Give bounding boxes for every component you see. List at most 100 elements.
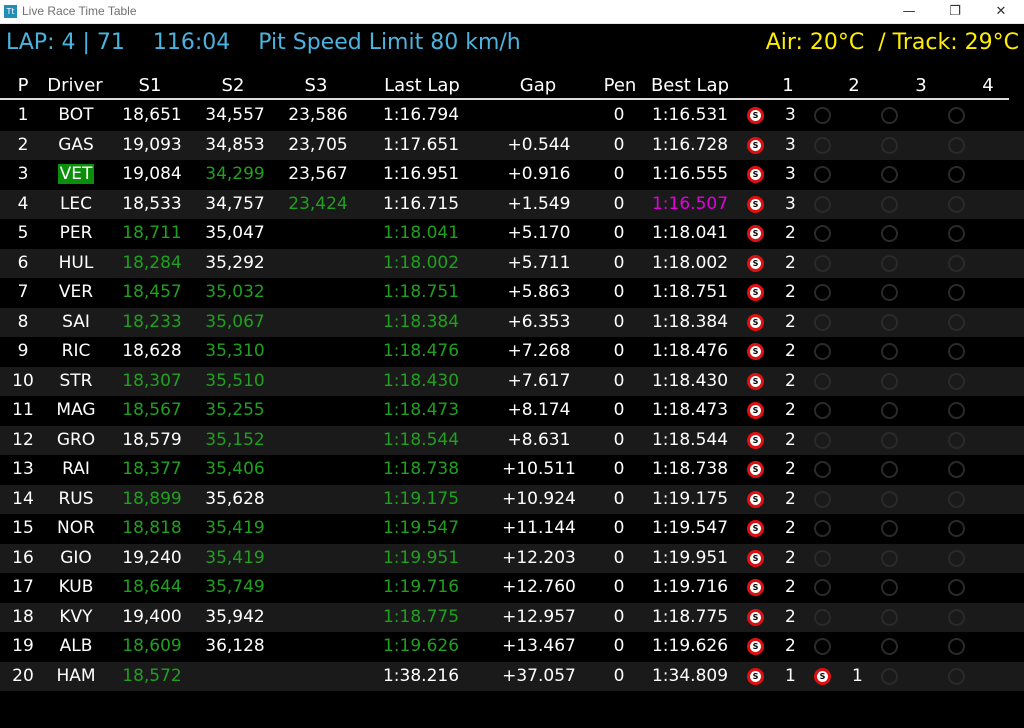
table-row[interactable]: 4 LEC 18,533 34,757 23,424 1:16.715 +1.549 0 1:1… bbox=[0, 189, 1024, 219]
table-row[interactable]: 17 KUB 18,644 35,749 1:19.716 +12.760 0 1:19.71… bbox=[0, 573, 1024, 603]
table-row[interactable]: 3 VET 19,084 34,299 23,567 1:16.951 +0.916 0 1:1… bbox=[0, 160, 1024, 190]
sector2-cell: 34,557 bbox=[205, 105, 265, 125]
sector2-cell: 35,628 bbox=[205, 488, 265, 509]
table-row[interactable]: 8 SAI 18,233 35,067 1:18.384 +6.353 0 1:18.384 2 bbox=[0, 307, 1024, 337]
driver-cell: RIC bbox=[61, 341, 91, 361]
sector2-cell: 35,406 bbox=[205, 459, 265, 479]
sector2-cell: 34,853 bbox=[205, 134, 265, 155]
sector1-cell: 18,818 bbox=[122, 518, 182, 538]
minimize-button[interactable]: — bbox=[902, 4, 916, 19]
soft-tyre-icon bbox=[747, 254, 764, 272]
gap-cell: +10.924 bbox=[502, 488, 576, 509]
table-row[interactable]: 12 GRO 18,579 35,152 1:18.544 +8.631 0 1:18.544… bbox=[0, 425, 1024, 456]
soft-tyre-icon bbox=[747, 667, 764, 685]
empty-stint-icon bbox=[881, 431, 898, 449]
penalty-cell: 0 bbox=[613, 488, 625, 509]
col-header-position: P bbox=[17, 75, 29, 96]
soft-tyre-icon bbox=[747, 520, 764, 537]
sector1-cell: 18,644 bbox=[122, 577, 182, 597]
best-lap-cell: 1:19.547 bbox=[651, 518, 729, 538]
table-row[interactable]: 18 KVY 19,400 35,942 1:18.775 +12.957 0 1:18.77… bbox=[0, 602, 1024, 632]
empty-stint-icon bbox=[881, 166, 898, 183]
position-cell: 16 bbox=[12, 547, 34, 568]
soft-tyre-icon bbox=[747, 490, 764, 508]
driver-cell: NOR bbox=[57, 518, 95, 538]
table-row[interactable]: 20 HAM 18,572 1:38.216 +37.057 0 1:34.809 1 1 bbox=[0, 661, 1024, 692]
table-row[interactable]: 16 GIO 19,240 35,419 1:19.951 +12.203 0 1:19.95… bbox=[0, 543, 1024, 573]
table-row[interactable]: 14 RUS 18,899 35,628 1:19.175 +10.924 0 1:19.17… bbox=[0, 484, 1024, 515]
position-cell: 14 bbox=[12, 488, 34, 509]
table-row[interactable]: 6 HUL 18,284 35,292 1:18.002 +5.711 0 1:18.002 2 bbox=[0, 248, 1024, 278]
empty-stint-icon bbox=[881, 520, 898, 537]
sector2-cell: 35,292 bbox=[205, 252, 265, 273]
close-button[interactable]: ✕ bbox=[995, 4, 1007, 19]
soft-tyre-icon bbox=[747, 638, 764, 655]
col-header-gap: Gap bbox=[519, 75, 557, 96]
penalty-cell: 0 bbox=[613, 223, 625, 243]
gap-cell: +5.711 bbox=[507, 252, 571, 273]
last-lap-cell: 1:19.626 bbox=[382, 636, 460, 656]
driver-cell: VER bbox=[58, 282, 94, 302]
stint-laps: 1 bbox=[785, 665, 796, 686]
stint-laps: 3 bbox=[785, 193, 796, 214]
maximize-button[interactable]: ❐ bbox=[949, 4, 961, 19]
soft-tyre-icon bbox=[747, 136, 764, 154]
sector2-cell: 35,510 bbox=[205, 370, 265, 391]
empty-stint-icon bbox=[881, 343, 898, 360]
empty-stint-icon bbox=[948, 313, 965, 331]
title-bar: Tt Live Race Time Table — ❐ ✕ bbox=[0, 0, 1024, 24]
table-row[interactable]: 1 BOT 18,651 34,557 23,586 1:16.794 0 1:16.531 3 bbox=[0, 101, 1024, 131]
driver-highlight: VET bbox=[57, 164, 95, 184]
sector2-cell: 34,757 bbox=[205, 193, 265, 214]
empty-stint-icon bbox=[814, 549, 831, 567]
sector2-cell: 35,419 bbox=[205, 547, 265, 568]
table-row[interactable]: 13 RAI 18,377 35,406 1:18.738 +10.511 0 1:18.73… bbox=[0, 455, 1024, 485]
table-row[interactable]: 5 PER 18,711 35,047 1:18.041 +5.170 0 1:18.041 2 bbox=[0, 219, 1024, 249]
empty-stint-icon bbox=[814, 608, 831, 626]
lap-info: LAP: 4 | 71 116:04 Pit Speed Limit 80 km… bbox=[6, 30, 521, 55]
sector3-cell bbox=[285, 485, 351, 515]
sector3-cell: 23,586 bbox=[288, 105, 348, 125]
table-row[interactable]: 9 RIC 18,628 35,310 1:18.476 +7.268 0 1:18.476 2 bbox=[0, 337, 1024, 367]
position-cell: 6 bbox=[17, 252, 29, 273]
stint-laps: 2 bbox=[785, 606, 796, 627]
sector3-cell bbox=[285, 426, 351, 456]
empty-stint-icon bbox=[881, 195, 898, 213]
best-lap-cell: 1:19.716 bbox=[651, 577, 729, 597]
soft-tyre-icon bbox=[747, 166, 764, 183]
sector1-cell: 18,284 bbox=[122, 252, 182, 273]
position-cell: 5 bbox=[17, 223, 29, 243]
empty-stint-icon bbox=[814, 166, 831, 183]
best-lap-cell: 1:18.384 bbox=[651, 311, 729, 332]
col-header-stint-2: 2 bbox=[848, 75, 860, 96]
table-row[interactable]: 10 STR 18,307 35,510 1:18.430 +7.617 0 1:18.430… bbox=[0, 366, 1024, 396]
empty-stint-icon bbox=[948, 195, 965, 213]
last-lap-cell: 1:38.216 bbox=[382, 665, 460, 686]
position-cell: 4 bbox=[17, 193, 29, 214]
last-lap-cell: 1:18.002 bbox=[382, 252, 460, 273]
penalty-cell: 0 bbox=[613, 429, 625, 450]
empty-stint-icon bbox=[881, 402, 898, 419]
table-row[interactable]: 7 VER 18,457 35,032 1:18.751 +5.863 0 1:18.751 2 bbox=[0, 278, 1024, 308]
sector2-cell bbox=[202, 662, 268, 692]
last-lap-cell: 1:17.651 bbox=[382, 134, 460, 155]
table-row[interactable]: 2 GAS 19,093 34,853 23,705 1:17.651 +0.544 0 1:1… bbox=[0, 130, 1024, 160]
last-lap-cell: 1:16.794 bbox=[382, 105, 460, 125]
table-row[interactable]: 11 MAG 18,567 35,255 1:18.473 +8.174 0 1:18.473… bbox=[0, 396, 1024, 426]
sector2-cell: 35,942 bbox=[205, 606, 265, 627]
stint-laps: 1 bbox=[852, 665, 863, 686]
driver-cell: STR bbox=[59, 370, 93, 391]
table-row[interactable]: 19 ALB 18,609 36,128 1:19.626 +13.467 0 1:19.62… bbox=[0, 632, 1024, 662]
last-lap-cell: 1:19.951 bbox=[382, 547, 460, 568]
last-lap-cell: 1:16.951 bbox=[382, 164, 460, 184]
sector1-cell: 18,457 bbox=[122, 282, 182, 302]
sector2-cell: 36,128 bbox=[205, 636, 265, 656]
empty-stint-icon bbox=[814, 402, 831, 419]
sector3-cell: 23,705 bbox=[288, 134, 348, 155]
position-cell: 17 bbox=[12, 577, 34, 597]
stint-laps: 3 bbox=[785, 134, 796, 155]
position-cell: 18 bbox=[12, 606, 34, 627]
sector1-cell: 18,307 bbox=[122, 370, 182, 391]
stint-laps: 2 bbox=[785, 252, 796, 273]
table-row[interactable]: 15 NOR 18,818 35,419 1:19.547 +11.144 0 1:19.54… bbox=[0, 514, 1024, 544]
